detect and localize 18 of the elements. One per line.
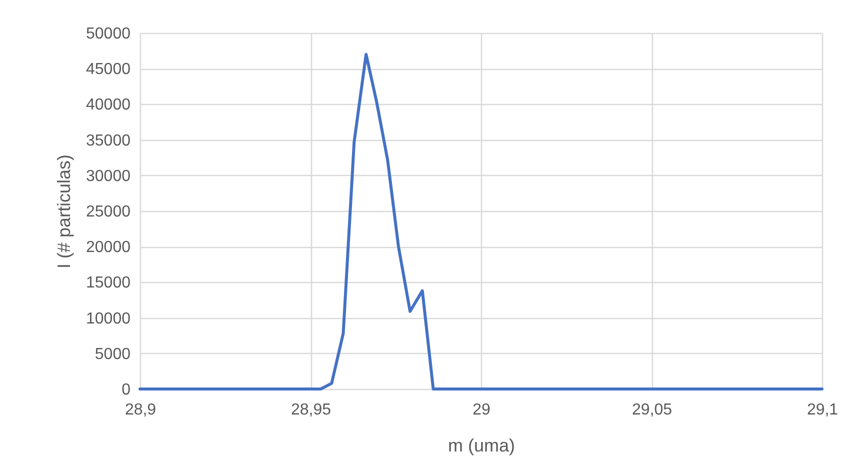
y-tick-label: 50000 <box>86 26 131 42</box>
x-tick-label: 29,05 <box>632 402 672 418</box>
y-tick-label: 0 <box>122 382 131 398</box>
y-tick-label: 15000 <box>86 274 131 292</box>
y-axis-title: I (# particulas) <box>54 154 74 269</box>
y-tick-label: 20000 <box>86 239 131 256</box>
x-tick-label: 28,9 <box>124 402 156 418</box>
x-tick-label: 29,1 <box>806 402 838 418</box>
y-tick-label: 30000 <box>86 168 131 185</box>
x-tick-label: 28,95 <box>290 402 332 418</box>
y-tick-label: 35000 <box>86 132 131 150</box>
y-tick-label: 5000 <box>94 346 131 363</box>
y-tick-label: 45000 <box>86 61 131 78</box>
y-tick-label: 10000 <box>86 310 131 328</box>
y-tick-label: 40000 <box>86 96 131 114</box>
x-axis-title: m (uma) <box>448 436 515 456</box>
y-tick-label: 25000 <box>86 204 131 220</box>
x-tick-label: 29 <box>472 402 490 418</box>
